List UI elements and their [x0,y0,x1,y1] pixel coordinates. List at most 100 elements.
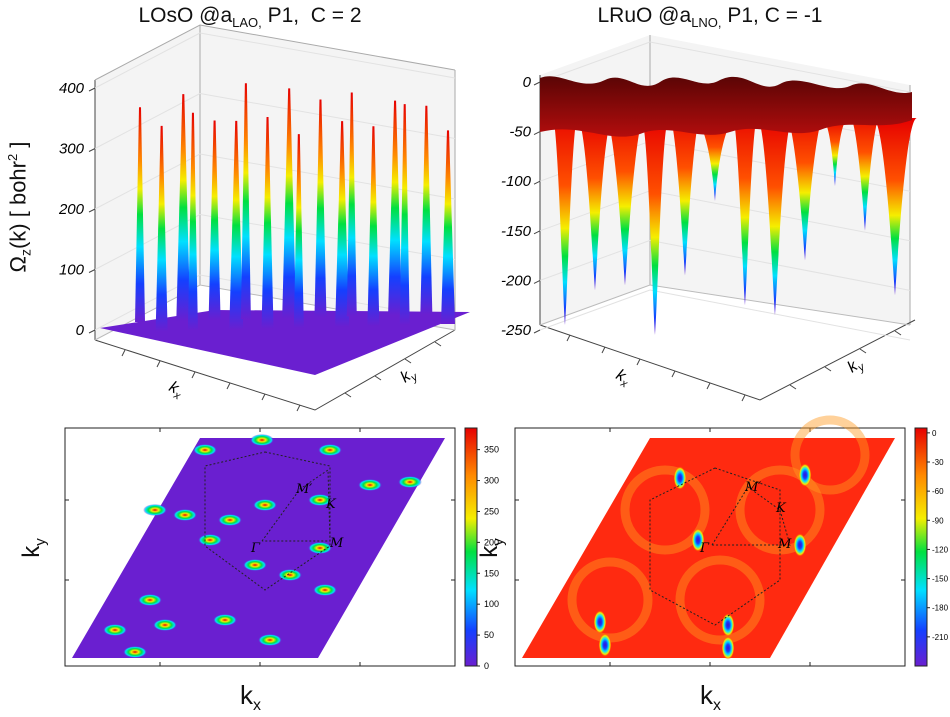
peak-spike [155,125,168,332]
peak-spike [420,105,433,315]
title-left: LOsO @aLAO, P1, C = 2 [138,4,362,31]
hotspot [250,434,274,446]
peak-spike [346,92,357,317]
hotspot [313,584,337,596]
z-tick-label: -250 [501,322,532,339]
z-tick [88,148,96,152]
colorbar-tick-label: -210 [932,633,949,642]
gridline [199,93,456,139]
trough [603,110,647,286]
z-tick [88,208,96,213]
z-tick [533,329,541,334]
z-tick [88,329,96,334]
z-tick-label: 400 [59,80,85,97]
z-tick [533,279,541,284]
z-tick-label: -50 [509,124,531,141]
trough [821,118,849,187]
colorbar-tick-label: -120 [932,545,949,554]
coldspot [593,610,607,634]
colorbar-tick-label: -30 [932,458,944,467]
label-m-prime: M′ [295,482,312,497]
z-tick [533,131,541,136]
peak-spike [282,88,297,319]
trough [551,110,579,326]
colorbar-tick-label: 50 [484,630,494,640]
hotspot [308,542,332,554]
hotspot [278,569,302,581]
z-tick [533,230,541,235]
colorbar-tick-label: 250 [484,506,499,516]
kx-label-right: kx [700,680,721,715]
gridline [94,32,201,89]
peak-spike [399,104,410,325]
gridline [649,289,911,341]
z-tick-label: 200 [58,201,85,218]
z-tick-label: -100 [501,173,532,190]
hotspot [318,444,342,456]
trough [757,118,793,316]
z-tick [88,87,96,92]
z-tick [88,269,96,273]
colorbar-tick-label: 0 [932,429,937,438]
hotspot [143,504,167,516]
z-tick-label: 100 [59,262,85,279]
ky-axis-label-right: ky [845,354,869,379]
gridline [539,289,651,331]
colorbar-tick-label: 350 [484,445,499,455]
z-tick [533,81,541,86]
label-m: M [329,536,344,551]
trough [873,118,917,296]
peak-spike [176,94,191,322]
label-k: K [325,497,337,512]
label-m-right: M [777,537,792,552]
peak-spike [314,99,327,318]
trough [783,110,827,261]
label-m-prime-right: M′ [744,480,761,495]
hotspot [138,594,162,606]
kx-axis-label-right: kx [612,367,634,391]
trough [693,118,737,202]
hotspot [103,624,127,636]
peak-spike [335,121,350,327]
title-right: LRuO @aLNO, P1, C = -1 [597,4,823,31]
z-tick [533,180,541,185]
trough [847,110,883,231]
bz-hexagon-right [649,467,791,626]
hotspot [153,619,177,631]
surface-plot-left: 0 100 200 300 400 kx ky [58,24,470,412]
gridline [539,41,651,83]
gridline [199,153,456,200]
surface-plot-right: 0 -50 -100 -150 -200 -250 kx ky [501,35,917,402]
coldspot [721,613,735,637]
top-surface [540,76,912,137]
heatmap-right: M′ K Γ M 0 -30 -60 -90 -120 -150 -180 -210 [514,415,949,667]
label-gamma-right: Γ [699,541,710,556]
hotspot [253,499,277,511]
peak-spike [187,112,198,331]
peak-spike [229,120,244,330]
colorbar-left [464,427,478,667]
peak-spike [208,120,221,321]
z-tick-label: 300 [59,141,85,158]
trough [731,110,759,306]
gridline [199,32,456,79]
coldspot [798,463,812,487]
ky-axis-label: ky [398,364,422,389]
label-gamma: Γ [250,541,261,556]
colorbar-right [914,427,928,667]
hotspot [198,534,222,546]
peak-spike [441,130,455,324]
colorbar-tick-label: 0 [484,661,489,671]
trough [577,118,613,291]
hotspot [258,634,282,646]
z-tick-label: -150 [501,223,532,240]
trough [667,110,703,276]
heatmap-left: M′ K Γ M 350 300 250 200 150 100 50 0 [64,427,499,671]
frame-ticks [65,428,455,666]
trough [641,118,669,335]
base-axis-ticks-right [566,330,902,402]
hotspot [173,509,197,521]
peak-spike [135,107,145,322]
coldspot [673,466,687,490]
label-k-right: K [775,501,787,516]
